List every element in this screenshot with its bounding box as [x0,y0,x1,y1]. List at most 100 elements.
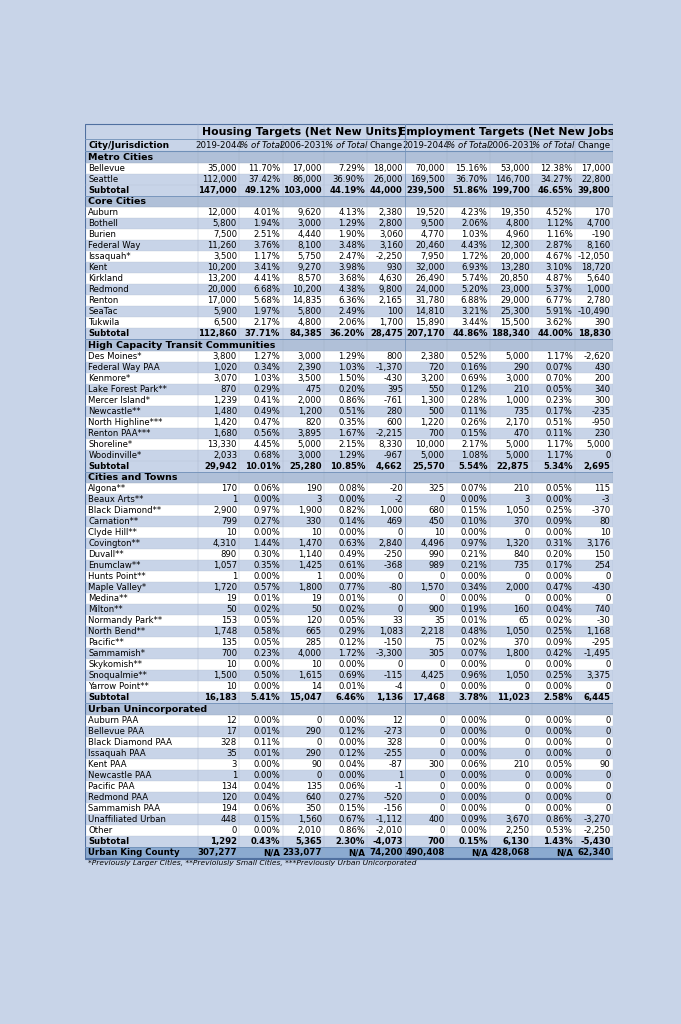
Bar [405,329,447,339]
Text: 0.51%: 0.51% [338,407,365,416]
Text: 428,068: 428,068 [490,848,530,857]
Text: 0.20%: 0.20% [338,385,365,394]
Bar [490,461,532,472]
Text: 475: 475 [306,385,322,394]
Text: 1.90%: 1.90% [338,230,365,240]
Bar [197,737,240,748]
Text: 3.44%: 3.44% [461,318,488,328]
Text: 0.69%: 0.69% [338,672,365,680]
Bar [283,539,324,549]
Bar [283,814,324,825]
Text: 0: 0 [524,738,530,746]
Text: 1,050: 1,050 [505,628,530,636]
Bar [324,351,368,361]
Text: 0.00%: 0.00% [338,660,365,670]
Text: 0.15%: 0.15% [461,506,488,515]
Bar [324,560,368,571]
Bar [490,792,532,803]
Text: Enumclaw**: Enumclaw** [89,561,140,570]
Text: 0.00%: 0.00% [338,496,365,504]
Text: 0.30%: 0.30% [253,550,281,559]
Text: 3,500: 3,500 [213,252,237,261]
Text: 470: 470 [513,429,530,438]
Bar [532,792,575,803]
Bar [85,285,197,295]
Text: 1.08%: 1.08% [461,451,488,460]
Bar [85,174,197,184]
Text: 0.08%: 0.08% [338,484,365,494]
Text: 0: 0 [605,738,611,746]
Bar [368,659,405,671]
Text: 0.42%: 0.42% [545,649,573,658]
Text: 13,280: 13,280 [500,263,530,272]
Text: 0.15%: 0.15% [253,815,281,824]
Bar [490,516,532,527]
Bar [283,174,324,184]
Text: 22,875: 22,875 [497,462,530,471]
Bar [197,483,240,495]
Bar [85,439,197,450]
Text: -3,300: -3,300 [376,649,403,658]
Bar [447,483,490,495]
Bar [197,814,240,825]
Bar [405,361,447,373]
Text: 4.13%: 4.13% [338,208,365,217]
Text: 8,160: 8,160 [586,242,611,250]
Text: 5.74%: 5.74% [461,274,488,284]
Text: 0.35%: 0.35% [338,418,365,427]
Bar [532,671,575,681]
Text: -1: -1 [394,782,403,791]
Text: -87: -87 [389,760,403,769]
Bar [368,814,405,825]
Bar [447,241,490,251]
Text: % of Total: % of Total [533,140,575,150]
Text: 4,440: 4,440 [298,230,322,240]
Bar [324,615,368,627]
Bar [447,792,490,803]
Bar [240,671,283,681]
Text: Redmond PAA: Redmond PAA [89,793,148,802]
Text: 10,200: 10,200 [208,263,237,272]
Bar [283,604,324,615]
Bar [575,593,613,604]
Text: -967: -967 [384,451,403,460]
Text: 3,070: 3,070 [213,374,237,383]
Text: 239,500: 239,500 [406,185,445,195]
Text: 0.27%: 0.27% [253,517,281,526]
Bar [324,439,368,450]
Bar [197,615,240,627]
Text: 0.70%: 0.70% [545,374,573,383]
Bar [532,295,575,306]
Bar [197,648,240,659]
Bar [447,836,490,847]
Text: 8,330: 8,330 [379,440,403,449]
Text: 2.51%: 2.51% [253,230,281,240]
Bar [405,163,447,174]
Bar [240,174,283,184]
Bar [197,571,240,583]
Bar [197,262,240,273]
Bar [324,539,368,549]
Bar [490,539,532,549]
Bar [368,306,405,317]
Text: 5,000: 5,000 [505,440,530,449]
Bar [575,306,613,317]
Bar [240,560,283,571]
Bar [324,781,368,792]
Text: 4.23%: 4.23% [461,208,488,217]
Bar [575,726,613,737]
Text: 17,000: 17,000 [208,296,237,305]
Text: 370: 370 [513,517,530,526]
Bar [283,560,324,571]
Bar [405,792,447,803]
Text: 5,000: 5,000 [421,451,445,460]
Text: Housing Targets (Net New Units): Housing Targets (Net New Units) [202,127,402,136]
Text: 3: 3 [232,760,237,769]
Bar [85,571,197,583]
Text: 0.00%: 0.00% [338,771,365,780]
Text: 4,630: 4,630 [379,274,403,284]
Bar [532,527,575,539]
Text: 12: 12 [226,716,237,725]
Bar [532,461,575,472]
Text: 5.34%: 5.34% [543,462,573,471]
